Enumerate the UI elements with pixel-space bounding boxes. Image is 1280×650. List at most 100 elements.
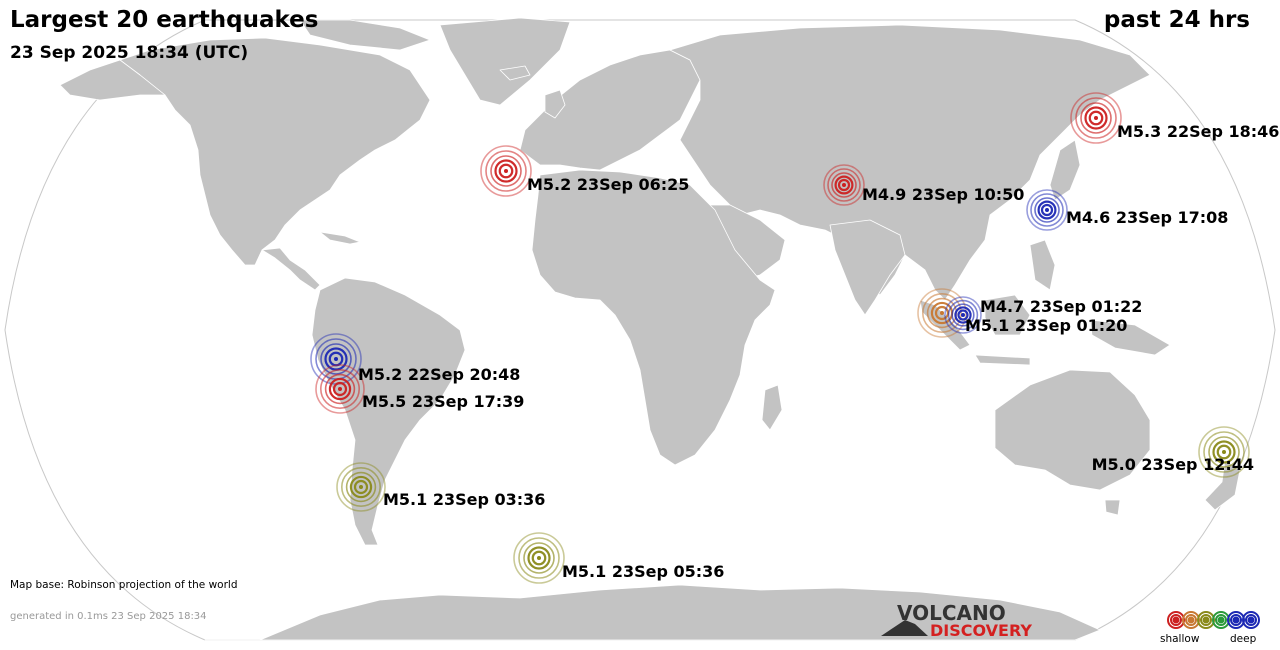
legend-swatch xyxy=(1172,616,1180,624)
quake-ring xyxy=(1040,203,1054,217)
quake-ring xyxy=(498,163,514,179)
quake-ring xyxy=(1216,444,1232,460)
quake-ring xyxy=(944,296,982,334)
map-date: 23 Sep 2025 18:34 (UTC) xyxy=(10,43,248,63)
land-africa xyxy=(531,169,776,466)
quake-ring xyxy=(349,475,373,499)
quake-ring xyxy=(531,550,547,566)
quake-ring xyxy=(527,546,551,570)
quake-ring xyxy=(837,178,851,192)
legend-swatch xyxy=(1187,616,1195,624)
quake-ring xyxy=(328,377,352,401)
quake-label[interactable]: M4.6 23Sep 17:08 xyxy=(1066,208,1228,227)
legend-swatch xyxy=(1217,616,1225,624)
quake-marker[interactable] xyxy=(315,364,365,414)
legend-swatch xyxy=(1200,614,1212,626)
quake-center xyxy=(1045,208,1049,212)
quake-ring xyxy=(315,364,365,414)
quake-ring xyxy=(1026,189,1068,231)
quake-ring xyxy=(1070,92,1122,144)
quake-center xyxy=(359,485,363,489)
quake-label[interactable]: M5.3 22Sep 18:46 xyxy=(1117,122,1279,141)
quake-marker[interactable] xyxy=(944,296,982,334)
quake-ring xyxy=(1208,436,1240,468)
quake-ring xyxy=(954,306,972,324)
quake-label[interactable]: M5.1 23Sep 03:36 xyxy=(383,490,545,509)
quake-ring xyxy=(480,145,532,197)
land-japan xyxy=(1049,139,1081,201)
quake-center xyxy=(334,357,338,361)
land-iceland xyxy=(499,65,531,81)
land-philippines xyxy=(1029,239,1056,291)
quake-center xyxy=(842,183,846,187)
quake-center xyxy=(961,313,965,317)
quake-marker[interactable] xyxy=(823,164,865,206)
quake-ring xyxy=(523,542,555,574)
quake-ring xyxy=(831,172,857,198)
quake-ring xyxy=(921,292,962,333)
quake-label[interactable]: M4.7 23Sep 01:22 xyxy=(980,297,1142,316)
quake-marker[interactable] xyxy=(336,462,386,512)
quake-label[interactable]: M5.1 23Sep 01:20 xyxy=(965,316,1127,335)
quake-ring xyxy=(951,303,975,327)
legend-swatch xyxy=(1242,611,1260,629)
quake-ring xyxy=(1037,200,1057,220)
quake-label[interactable]: M5.2 22Sep 20:48 xyxy=(358,365,520,384)
quake-ring xyxy=(494,159,518,183)
legend-swatch xyxy=(1185,614,1197,626)
map-title: Largest 20 earthquakes xyxy=(10,7,318,33)
land-java xyxy=(974,354,1031,366)
land-alaska xyxy=(59,59,166,101)
quake-ring xyxy=(1088,110,1104,126)
quake-ring xyxy=(332,381,348,397)
land-greenland xyxy=(439,17,571,106)
land-caribbean xyxy=(319,231,361,245)
legend-swatch xyxy=(1245,614,1257,626)
quake-ring xyxy=(1198,426,1250,478)
land-antarctica xyxy=(204,584,1101,641)
quake-label[interactable]: M5.2 23Sep 06:25 xyxy=(527,175,689,194)
quake-label[interactable]: M4.9 23Sep 10:50 xyxy=(862,185,1024,204)
quake-ring xyxy=(823,164,865,206)
legend-deep: deep xyxy=(1230,633,1257,645)
land-british-isles xyxy=(544,89,566,119)
quake-center xyxy=(1222,450,1226,454)
map-base-note: Map base: Robinson projection of the wor… xyxy=(10,579,238,591)
generated-note: generated in 0.1ms 23 Sep 2025 18:34 xyxy=(10,611,207,622)
land-north-america xyxy=(119,37,431,266)
quake-label[interactable]: M5.0 23Sep 12:44 xyxy=(1092,455,1254,474)
quake-ring xyxy=(1203,431,1245,473)
land-asia xyxy=(669,24,1151,301)
quake-label[interactable]: M5.1 23Sep 05:36 xyxy=(562,562,724,581)
quake-ring xyxy=(319,368,360,409)
quake-marker[interactable] xyxy=(513,532,565,584)
quake-ring xyxy=(1212,440,1236,464)
land-madagascar xyxy=(761,384,783,431)
quake-center xyxy=(504,169,508,173)
legend-swatch xyxy=(1202,616,1210,624)
volcano-logo-icon xyxy=(881,620,928,636)
land-india xyxy=(829,219,906,316)
legend-swatch xyxy=(1232,616,1240,624)
quake-label[interactable]: M5.5 23Sep 17:39 xyxy=(362,392,524,411)
quake-ring xyxy=(947,299,979,331)
legend-shallow: shallow xyxy=(1160,633,1200,645)
quake-ring xyxy=(513,532,565,584)
quake-ring xyxy=(324,373,356,405)
quake-ring xyxy=(336,462,386,512)
quake-center xyxy=(1094,116,1098,120)
quake-center xyxy=(940,311,944,315)
quake-marker[interactable] xyxy=(1070,92,1122,144)
quake-ring xyxy=(345,471,377,503)
legend-swatch xyxy=(1215,614,1227,626)
quake-marker[interactable] xyxy=(1198,426,1250,478)
quake-ring xyxy=(485,150,527,192)
quake-ring xyxy=(340,466,381,507)
map-period: past 24 hrs xyxy=(1104,7,1250,33)
quake-marker[interactable] xyxy=(1026,189,1068,231)
quake-marker[interactable] xyxy=(480,145,532,197)
volcano-discovery-logo[interactable]: VOLCANO DISCOVERY xyxy=(881,601,1032,640)
quake-center xyxy=(338,387,342,391)
quake-ring xyxy=(1084,106,1108,130)
quake-ring xyxy=(328,351,344,367)
